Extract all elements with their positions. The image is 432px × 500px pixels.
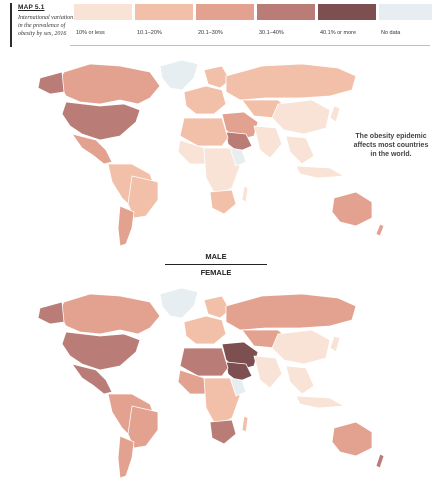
legend-swatch	[257, 4, 315, 20]
australia	[331, 421, 373, 457]
greenland	[159, 287, 199, 319]
legend-item-4: 30.1–40%	[257, 4, 315, 44]
south-america-south	[117, 435, 135, 479]
legend-item-3: 20.1–30%	[196, 4, 254, 44]
china	[271, 329, 331, 365]
usa	[61, 331, 141, 371]
scandinavia	[203, 65, 231, 89]
horn-of-africa	[229, 377, 247, 397]
alaska	[37, 71, 65, 95]
russia	[225, 63, 357, 101]
north-africa	[179, 117, 229, 147]
japan	[329, 335, 341, 353]
canada	[57, 293, 161, 335]
legend-label: No data	[381, 30, 401, 36]
map-label: MAP 5.1	[18, 4, 45, 11]
male-map-label: MALE	[205, 252, 227, 261]
indonesia	[295, 395, 345, 409]
north-africa	[179, 347, 229, 377]
mexico	[71, 363, 113, 395]
legend-swatch	[379, 4, 432, 20]
female-world-map	[37, 287, 385, 479]
madagascar	[241, 415, 249, 433]
map-annotation: The obesity epidemic affects most countr…	[353, 133, 429, 158]
saudi-arabia	[225, 361, 253, 383]
legend-label: 10% or less	[76, 30, 105, 36]
india	[253, 125, 283, 159]
west-africa	[177, 369, 207, 395]
west-africa	[177, 139, 207, 165]
canada	[57, 63, 161, 105]
australia	[331, 191, 373, 227]
horn-of-africa	[229, 147, 247, 167]
map-divider	[165, 264, 267, 265]
male-world-map	[37, 59, 385, 247]
legend-label: 40.1% or more	[320, 30, 357, 36]
scandinavia	[203, 295, 231, 319]
southern-africa	[209, 419, 237, 445]
brazil	[127, 405, 159, 449]
south-america-south	[117, 205, 135, 247]
saudi-arabia	[225, 131, 253, 153]
alaska	[37, 301, 65, 325]
southern-africa	[209, 189, 237, 215]
legend-item-1: 10% or less	[74, 4, 132, 44]
legend-label: 30.1–40%	[259, 30, 284, 36]
usa	[61, 101, 141, 141]
header: MAP 5.1 International variation in the p…	[0, 0, 432, 48]
legend-label: 20.1–30%	[198, 30, 223, 36]
mexico	[71, 133, 113, 165]
legend-item-5: 40.1% or more	[318, 4, 376, 44]
russia	[225, 293, 357, 331]
female-map-label: FEMALE	[200, 268, 232, 277]
accent-bar	[10, 3, 12, 47]
europe-west	[183, 315, 227, 345]
legend-item-6: No data	[379, 4, 432, 44]
legend-swatch	[318, 4, 376, 20]
legend-item-2: 10.1–20%	[135, 4, 193, 44]
legend-swatch	[74, 4, 132, 20]
madagascar	[241, 185, 249, 203]
new-zealand	[375, 223, 385, 237]
southeast-asia	[285, 135, 315, 165]
japan	[329, 105, 341, 123]
southeast-asia	[285, 365, 315, 395]
india	[253, 355, 283, 389]
legend-rule	[70, 45, 430, 46]
legend-swatch	[135, 4, 193, 20]
map-caption: International variation in the prevalenc…	[18, 15, 74, 37]
china	[271, 99, 331, 135]
new-zealand	[375, 453, 385, 469]
legend-swatch	[196, 4, 254, 20]
europe-west	[183, 85, 227, 115]
legend-label: 10.1–20%	[137, 30, 162, 36]
indonesia	[295, 165, 345, 179]
brazil	[127, 175, 159, 219]
greenland	[159, 59, 199, 91]
